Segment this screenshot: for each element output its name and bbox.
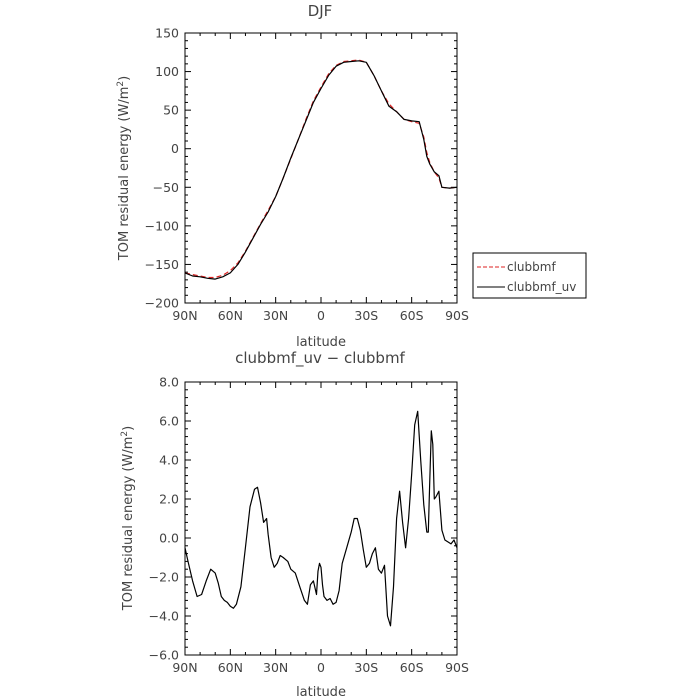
bottom-ytick-label: 8.0 <box>159 375 179 390</box>
bottom-xtick-label: 30N <box>263 660 288 675</box>
top-panel: DJF −200 −150 −100 −50 0 50 100 150 90N 60N 30N 0 3… <box>116 2 469 350</box>
top-chart-title: DJF <box>308 2 333 20</box>
top-series-line-clubbmf-uv <box>184 60 458 280</box>
top-ytick-label: −200 <box>145 296 179 311</box>
top-ytick-label: 100 <box>155 64 179 79</box>
bottom-y-axis-label: TOM residual energy (W/m2) <box>120 426 136 611</box>
top-xtick-label: 30S <box>354 308 378 323</box>
bottom-xtick-label: 60N <box>218 660 243 675</box>
bottom-series-line-series-0 <box>184 410 458 627</box>
top-ytick-label: −100 <box>145 218 179 233</box>
bottom-ytick-label: −2.0 <box>149 570 179 585</box>
legend-box <box>472 252 587 299</box>
bottom-plot-frame <box>184 381 458 656</box>
top-xtick-label: 90S <box>445 308 469 323</box>
top-ytick-label: −150 <box>145 257 179 272</box>
top-x-axis-label: latitude <box>296 335 346 350</box>
legend-label-clubbmf: clubbmf <box>507 260 556 274</box>
top-ytick-label: 0 <box>171 141 179 156</box>
legend-label-clubbmf-uv: clubbmf_uv <box>507 280 576 294</box>
top-xtick-label: 0 <box>317 308 325 323</box>
top-series-line-clubbmf <box>184 59 458 279</box>
bottom-xtick-label: 90N <box>172 660 197 675</box>
top-y-axis-label: TOM residual energy (W/m2) <box>116 76 132 261</box>
top-xtick-label: 90N <box>172 308 197 323</box>
legend: clubbmf clubbmf_uv <box>472 252 587 299</box>
bottom-ytick-label: 4.0 <box>159 453 179 468</box>
bottom-chart-title: clubbmf_uv − clubbmf <box>235 349 405 368</box>
bottom-ytick-label: 0.0 <box>159 531 179 546</box>
top-xtick-label: 60N <box>218 308 243 323</box>
bottom-xtick-label: 30S <box>354 660 378 675</box>
top-ytick-label: −50 <box>153 180 179 195</box>
bottom-panel: clubbmf_uv − clubbmf −6.0 −4.0 −2.0 0.0 2.0 4… <box>120 349 469 700</box>
bottom-xtick-label: 0 <box>317 660 325 675</box>
bottom-xtick-label: 90S <box>445 660 469 675</box>
bottom-ytick-label: 2.0 <box>159 492 179 507</box>
top-xtick-label: 30N <box>263 308 288 323</box>
top-ytick-label: 50 <box>163 103 179 118</box>
top-ytick-label: 150 <box>155 26 179 41</box>
top-xtick-label: 60S <box>400 308 424 323</box>
bottom-ytick-label: −6.0 <box>149 648 179 663</box>
top-plot-frame <box>184 32 458 304</box>
bottom-x-axis-label: latitude <box>296 685 346 700</box>
bottom-ytick-label: −4.0 <box>149 609 179 624</box>
bottom-ytick-label: 6.0 <box>159 414 179 429</box>
bottom-xtick-label: 60S <box>400 660 424 675</box>
